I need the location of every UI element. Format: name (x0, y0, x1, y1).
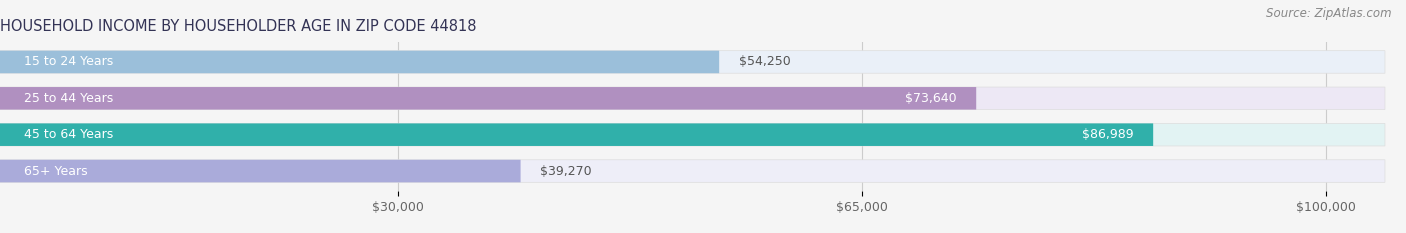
Text: 45 to 64 Years: 45 to 64 Years (24, 128, 112, 141)
Text: 15 to 24 Years: 15 to 24 Years (24, 55, 112, 69)
FancyBboxPatch shape (0, 160, 1385, 182)
FancyBboxPatch shape (0, 87, 1385, 110)
Text: 65+ Years: 65+ Years (24, 164, 87, 178)
FancyBboxPatch shape (0, 51, 1385, 73)
FancyBboxPatch shape (0, 123, 1385, 146)
Text: Source: ZipAtlas.com: Source: ZipAtlas.com (1267, 7, 1392, 20)
Text: $39,270: $39,270 (540, 164, 592, 178)
Text: $54,250: $54,250 (740, 55, 790, 69)
FancyBboxPatch shape (0, 51, 720, 73)
Text: $73,640: $73,640 (904, 92, 956, 105)
Text: 25 to 44 Years: 25 to 44 Years (24, 92, 112, 105)
Text: HOUSEHOLD INCOME BY HOUSEHOLDER AGE IN ZIP CODE 44818: HOUSEHOLD INCOME BY HOUSEHOLDER AGE IN Z… (0, 19, 477, 34)
FancyBboxPatch shape (0, 123, 1153, 146)
FancyBboxPatch shape (0, 87, 976, 110)
FancyBboxPatch shape (0, 160, 520, 182)
Text: $86,989: $86,989 (1081, 128, 1133, 141)
